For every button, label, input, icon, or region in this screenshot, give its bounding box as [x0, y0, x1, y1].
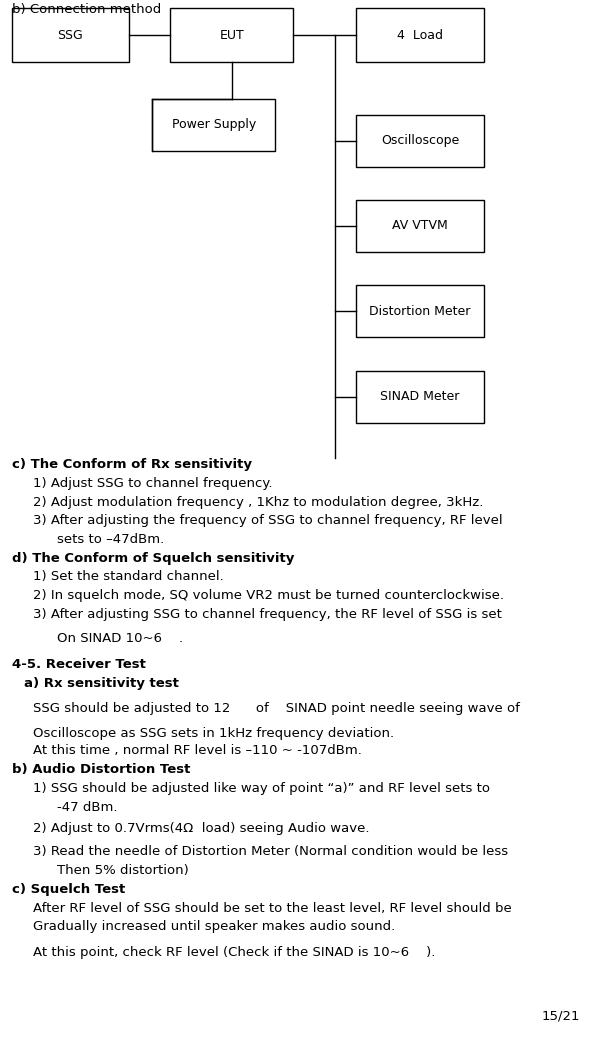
Bar	[152, 99, 275, 151]
Text: -47 dBm.: -47 dBm.	[57, 801, 117, 813]
Text: 2) Adjust modulation frequency , 1Khz to modulation degree, 3kHz.: 2) Adjust modulation frequency , 1Khz to…	[33, 496, 483, 508]
Text: AV VTVM: AV VTVM	[392, 220, 448, 232]
Text: a) Rx sensitivity test: a) Rx sensitivity test	[24, 677, 179, 689]
Bar	[356, 8, 484, 62]
Text: 3) After adjusting SSG to channel frequency, the RF level of SSG is set: 3) After adjusting SSG to channel freque…	[33, 608, 502, 620]
Text: b) Connection method: b) Connection method	[12, 3, 161, 16]
Text: Oscilloscope: Oscilloscope	[381, 134, 459, 147]
Text: 15/21: 15/21	[542, 1010, 580, 1022]
Bar	[356, 371, 484, 423]
Text: After RF level of SSG should be set to the least level, RF level should be: After RF level of SSG should be set to t…	[33, 902, 512, 914]
Text: Power Supply: Power Supply	[172, 119, 256, 131]
Text: Then 5% distortion): Then 5% distortion)	[57, 864, 188, 877]
Text: 2) Adjust to 0.7Vrms(4Ω  load) seeing Audio wave.: 2) Adjust to 0.7Vrms(4Ω load) seeing Aud…	[33, 822, 370, 835]
Text: 3) Read the needle of Distortion Meter (Normal condition would be less: 3) Read the needle of Distortion Meter (…	[33, 845, 508, 858]
Bar	[356, 115, 484, 167]
Bar	[356, 285, 484, 337]
Text: d) The Conform of Squelch sensitivity: d) The Conform of Squelch sensitivity	[12, 552, 294, 564]
Text: On SINAD 10~6    .: On SINAD 10~6 .	[57, 632, 183, 644]
Text: Gradually increased until speaker makes audio sound.: Gradually increased until speaker makes …	[33, 920, 395, 933]
Text: SSG should be adjusted to 12      of    SINAD point needle seeing wave of: SSG should be adjusted to 12 of SINAD po…	[33, 702, 520, 714]
Text: c) Squelch Test: c) Squelch Test	[12, 883, 125, 895]
Bar	[356, 200, 484, 252]
Text: SINAD Meter: SINAD Meter	[380, 390, 460, 403]
Text: 1) Set the standard channel.: 1) Set the standard channel.	[33, 570, 224, 583]
Text: EUT: EUT	[219, 29, 244, 42]
Text: sets to –47dBm.: sets to –47dBm.	[57, 533, 164, 545]
Text: Oscilloscope as SSG sets in 1kHz frequency deviation.: Oscilloscope as SSG sets in 1kHz frequen…	[33, 727, 394, 739]
Bar	[12, 8, 129, 62]
Text: 3) After adjusting the frequency of SSG to channel frequency, RF level: 3) After adjusting the frequency of SSG …	[33, 514, 502, 527]
Text: 2) In squelch mode, SQ volume VR2 must be turned counterclockwise.: 2) In squelch mode, SQ volume VR2 must b…	[33, 589, 504, 602]
Text: At this point, check RF level (Check if the SINAD is 10~6    ).: At this point, check RF level (Check if …	[33, 946, 435, 959]
Text: Distortion Meter: Distortion Meter	[370, 305, 471, 318]
Text: c) The Conform of Rx sensitivity: c) The Conform of Rx sensitivity	[12, 458, 252, 471]
Text: 1) Adjust SSG to channel frequency.: 1) Adjust SSG to channel frequency.	[33, 477, 273, 489]
Bar	[170, 8, 293, 62]
Text: 4-5. Receiver Test: 4-5. Receiver Test	[12, 658, 146, 670]
Text: SSG: SSG	[57, 29, 83, 42]
Text: b) Audio Distortion Test: b) Audio Distortion Test	[12, 763, 190, 776]
Text: 4  Load: 4 Load	[397, 29, 443, 42]
Text: At this time , normal RF level is –110 ~ -107dBm.: At this time , normal RF level is –110 ~…	[33, 744, 362, 757]
Text: 1) SSG should be adjusted like way of point “a)” and RF level sets to: 1) SSG should be adjusted like way of po…	[33, 782, 490, 794]
